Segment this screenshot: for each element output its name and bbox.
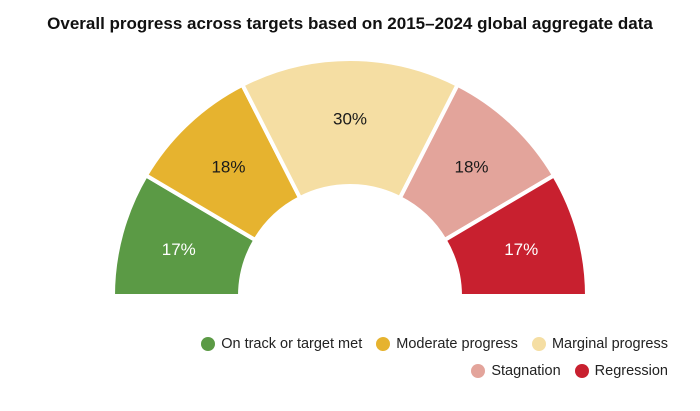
legend-item-regression: Regression bbox=[574, 363, 668, 379]
data-label-marginal-progress: 30% bbox=[333, 110, 367, 129]
legend-item-stagnation: Stagnation bbox=[471, 363, 561, 379]
legend-swatch-on-track bbox=[201, 337, 216, 351]
data-label-on-track-or-target-met: 17% bbox=[162, 240, 196, 259]
legend-label-regression: Regression bbox=[594, 363, 668, 379]
data-label-moderate-progress: 18% bbox=[211, 158, 245, 177]
legend-label-stagnation: Stagnation bbox=[491, 363, 561, 379]
legend-row-2: Stagnation Regression bbox=[471, 363, 668, 379]
chart-title: Overall progress across targets based on… bbox=[47, 14, 653, 33]
segment-marginal-progress bbox=[239, 57, 461, 201]
legend-item-on-track: On track or target met bbox=[201, 336, 362, 352]
legend-swatch-regression bbox=[574, 364, 589, 378]
legend-row-1: On track or target met Moderate progress… bbox=[201, 336, 668, 352]
legend-item-moderate-progress: Moderate progress bbox=[376, 336, 518, 352]
legend-label-moderate-progress: Moderate progress bbox=[396, 336, 518, 352]
legend-swatch-marginal-progress bbox=[531, 337, 546, 351]
legend-swatch-stagnation bbox=[471, 364, 486, 378]
data-label-regression: 17% bbox=[504, 240, 538, 259]
legend-swatch-moderate-progress bbox=[376, 337, 391, 351]
data-label-stagnation: 18% bbox=[454, 158, 488, 177]
legend-label-marginal-progress: Marginal progress bbox=[551, 336, 668, 352]
legend-label-on-track: On track or target met bbox=[221, 336, 363, 352]
segment-regression bbox=[441, 172, 590, 298]
legend-item-marginal-progress: Marginal progress bbox=[531, 336, 668, 352]
